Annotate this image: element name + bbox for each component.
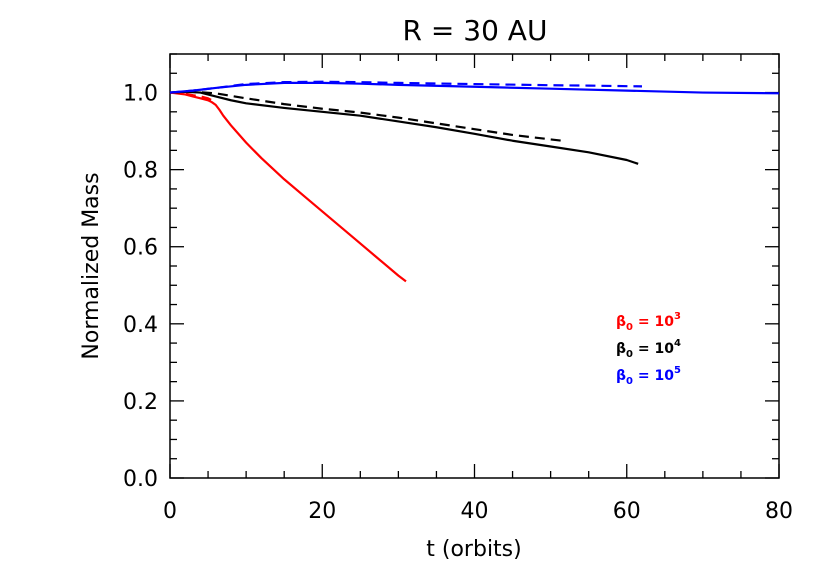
- chart-title: R = 30 AU: [403, 14, 548, 47]
- x-tick-label: 20: [308, 499, 336, 524]
- series-line-3: [169, 90, 563, 142]
- y-tick-label: 0.4: [123, 313, 158, 338]
- series-line-2: [169, 90, 639, 165]
- x-tick-label: 0: [163, 499, 177, 524]
- y-tick-label: 0.8: [123, 159, 158, 184]
- x-tick-label: 40: [461, 499, 489, 524]
- data-series: [169, 80, 780, 283]
- series-line-1: [169, 91, 213, 102]
- legend-entry: β0 = 103: [616, 311, 681, 333]
- y-tick-label: 0.0: [123, 467, 158, 492]
- legend: β0 = 103 β0 = 104 β0 = 105: [616, 311, 681, 387]
- y-tick-label: 1.0: [123, 82, 158, 107]
- y-tick-label: 0.2: [123, 390, 158, 415]
- legend-entry: β0 = 105: [616, 365, 681, 387]
- plot-frame: [169, 53, 780, 479]
- y-axis-label: Normalized Mass: [79, 172, 104, 359]
- legend-entry: β0 = 104: [616, 338, 681, 360]
- axis-ticks: 0 20 40 60 80 0.0 0.2 0.4 0.6 0.8 1.0: [123, 53, 793, 524]
- x-axis-label: t (orbits): [426, 537, 521, 562]
- series-line-4: [169, 81, 780, 95]
- series-line-5: [169, 80, 642, 94]
- series-line-0: [169, 91, 407, 283]
- x-tick-label: 80: [765, 499, 793, 524]
- x-tick-label: 60: [613, 499, 641, 524]
- y-tick-label: 0.6: [123, 236, 158, 261]
